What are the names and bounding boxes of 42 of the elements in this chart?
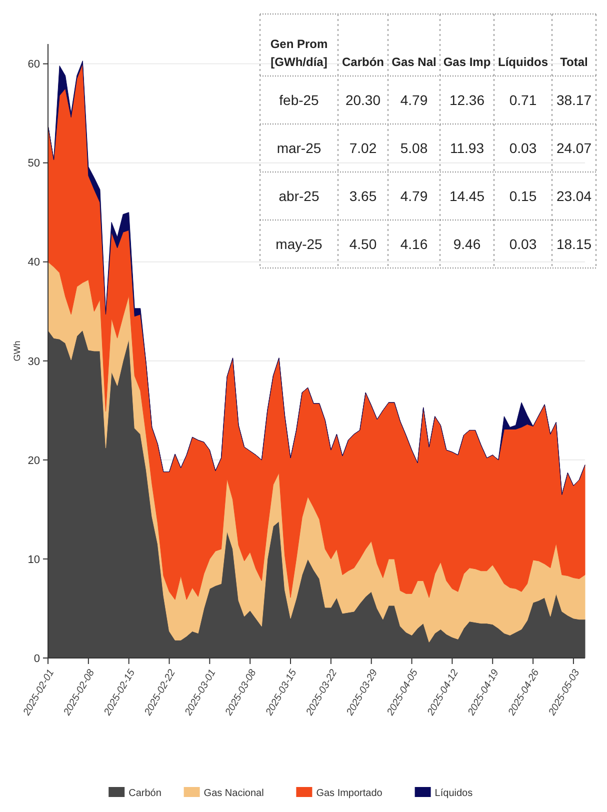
y-axis-title: GWh (12, 340, 22, 362)
annotation: Gas Imp (443, 55, 491, 69)
annotation: 9.46 (453, 236, 481, 252)
annotation: 11.93 (450, 140, 484, 156)
legend-label: Gas Importado (316, 788, 383, 799)
legend-label: Líquidos (434, 788, 473, 799)
y-tick-label: 10 (28, 554, 40, 566)
annotation: 7.02 (349, 140, 377, 156)
annotation: 4.50 (349, 236, 377, 252)
annotation: 14.45 (449, 188, 485, 204)
legend-label: Carbón (128, 788, 162, 799)
annotation: 4.79 (400, 188, 428, 204)
y-tick-label: 60 (28, 58, 40, 71)
y-tick-label: 50 (28, 158, 40, 170)
annotation: 3.65 (349, 188, 377, 204)
annotation: 24.07 (556, 140, 592, 156)
annotation: 23.04 (556, 188, 592, 204)
legend-label: Gas Nacional (204, 788, 264, 799)
annotation: Gen Prom [GWh/día] (270, 37, 328, 69)
y-tick-label: 40 (28, 256, 40, 269)
annotation: abr-25 (278, 188, 320, 204)
y-tick-label: 0 (34, 652, 40, 665)
annotation: 0.71 (509, 92, 537, 108)
annotation: 18.15 (556, 236, 592, 252)
annotation: mar-25 (276, 140, 322, 156)
annotation: 4.79 (400, 92, 428, 108)
annotation: 0.15 (509, 188, 537, 204)
annotation: 38.17 (556, 92, 592, 108)
y-tick-label: 30 (28, 356, 40, 368)
annotation: may-25 (276, 236, 323, 252)
annotation: 20.30 (345, 92, 381, 108)
annotation: Carbón (342, 55, 384, 69)
annotation: 0.03 (509, 236, 537, 252)
annotation: Líquidos (498, 55, 548, 69)
annotation: 0.03 (509, 140, 537, 156)
annotation: Gas Nal (392, 55, 436, 69)
annotation: feb-25 (279, 92, 320, 108)
y-tick-label: 20 (28, 454, 40, 467)
annotation: 4.16 (400, 236, 428, 252)
annotation: Total (560, 55, 588, 69)
annotation: 12.36 (449, 92, 485, 108)
annotation: 5.08 (400, 140, 428, 156)
